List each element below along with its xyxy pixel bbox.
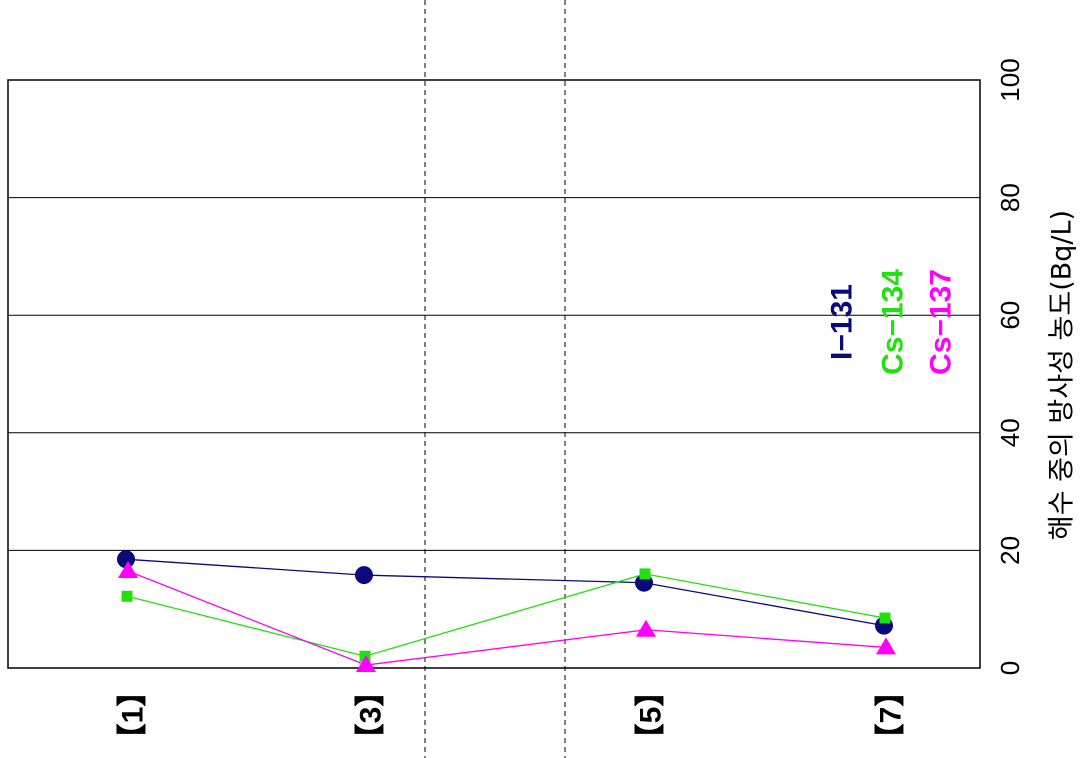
series-line	[127, 570, 887, 666]
data-point	[876, 637, 896, 655]
y-tick-label: 40	[995, 418, 1025, 447]
data-point	[121, 590, 133, 602]
category-label: 【1】	[117, 677, 150, 754]
series-I−131	[117, 550, 893, 635]
plot-frame	[7, 79, 981, 669]
series-Cs−134	[121, 568, 891, 662]
y-tick-label: 100	[995, 58, 1025, 101]
category-label: 【7】	[875, 677, 908, 754]
data-point	[117, 550, 135, 569]
data-point	[636, 619, 656, 637]
legend-entry: I−131	[826, 284, 859, 360]
category-label: 【3】	[355, 677, 388, 754]
category-dividers	[424, 0, 566, 758]
y-tick-label: 0	[995, 661, 1025, 675]
data-point	[879, 612, 891, 624]
legend-entry: Cs−137	[925, 269, 958, 375]
y-axis-ticks: 0 20 40 60 80 100	[995, 58, 1025, 675]
data-point	[356, 655, 376, 673]
series-Cs−137	[118, 560, 896, 673]
series-line	[126, 573, 886, 657]
legend-entry: Cs−134	[877, 269, 910, 375]
y-tick-label: 80	[995, 183, 1025, 212]
grid	[8, 197, 980, 551]
data-point	[359, 650, 371, 662]
y-axis-label: 해수 중의 방사성 농도(Bq/L)	[1047, 210, 1078, 540]
legend: I−131 Cs−134 Cs−137	[826, 269, 958, 375]
series-layer	[117, 550, 896, 673]
category-label: 【5】	[635, 677, 668, 754]
data-point	[639, 568, 651, 580]
y-tick-label: 60	[995, 301, 1025, 330]
data-point	[355, 566, 373, 585]
category-labels: 【1】 【3】 【5】 【7】	[117, 677, 908, 754]
y-tick-label: 20	[995, 536, 1025, 565]
series-line	[125, 558, 885, 627]
data-point	[118, 560, 138, 578]
